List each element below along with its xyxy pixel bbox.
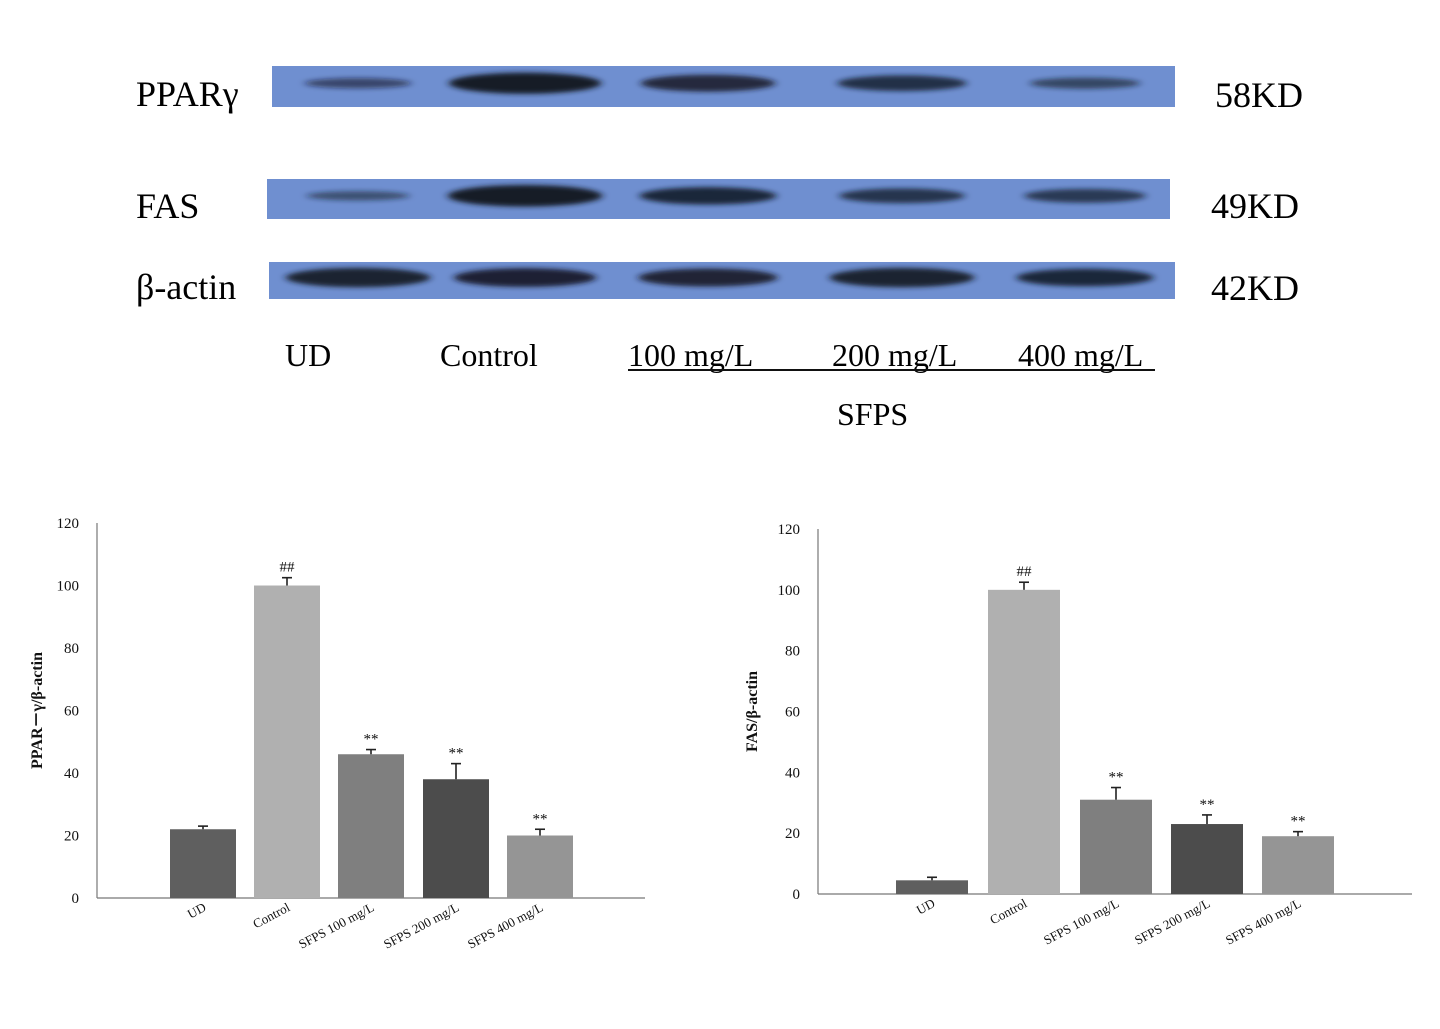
category-label-sfps-400: SFPS 400 mg/L [465,899,545,951]
bar-control [988,589,1060,894]
y-tick-label: 100 [57,579,80,595]
error-bar-sfps-400 [535,828,545,836]
error-bar-sfps-200 [451,762,461,780]
blot-band-fas-4 [839,188,965,204]
blot-bands-fas [306,184,1146,207]
blot-band-fas-3 [639,187,777,205]
fas-bar-chart: 0 20 40 60 80 100 120 FAS/β-actin UD ## Control ** S… [744,522,1412,948]
blot-row-size-actin: 42KD [1211,268,1299,308]
blot-bands-ppar [304,72,1141,94]
blot-row-label-ppar: PPARγ [136,74,239,114]
category-label-sfps-100: SFPS 100 mg/L [1041,895,1121,947]
blot-band-ppar-4 [837,75,967,92]
blot-lane-labels: UD Control 100 mg/L 200 mg/L 400 mg/L [285,337,1143,373]
significance-marker-sfps-400: ** [1291,814,1306,830]
bar-sfps-100 [338,754,404,898]
y-tick-label: 60 [785,705,800,721]
category-label-sfps-200: SFPS 200 mg/L [1132,895,1212,947]
y-tick-label: 20 [64,829,79,845]
blot-band-ppar-2 [448,72,602,94]
sfps-group-label: SFPS [837,396,908,432]
y-tick-label: 100 [778,583,801,599]
category-label-sfps-100: SFPS 100 mg/L [296,899,376,951]
significance-marker-control: ## [1017,564,1033,580]
significance-marker-control: ## [280,560,296,576]
significance-marker-sfps-200: ** [1200,797,1215,813]
blot-band-actin-5 [1016,268,1154,287]
y-tick-label: 120 [57,516,80,532]
blot-band-actin-1 [285,267,431,288]
blot-row-size-ppar: 58KD [1215,75,1303,115]
error-bar-control [282,576,292,586]
error-bar-sfps-100 [1111,786,1121,800]
blot-band-ppar-1 [304,78,412,89]
y-tick-label: 80 [64,641,79,657]
lane-label-ud: UD [285,337,331,373]
category-label-sfps-200: SFPS 200 mg/L [381,899,461,951]
category-label-control: Control [987,895,1029,927]
y-axis-label: FAS/β-actin [744,671,761,752]
lane-label-100: 100 mg/L [628,337,753,373]
category-label-ud: UD [185,899,209,921]
y-tick-label: 120 [778,522,801,538]
blot-band-fas-1 [306,191,410,201]
y-tick-label: 0 [793,887,801,903]
blot-band-ppar-3 [640,74,776,92]
bar-sfps-100 [1080,799,1152,894]
significance-marker-sfps-100: ** [1109,770,1124,786]
significance-marker-sfps-200: ** [449,746,464,762]
y-tick-label: 40 [785,765,800,781]
error-bar-sfps-100 [366,748,376,755]
y-tick-label: 0 [72,891,80,907]
lane-label-control: Control [440,337,538,373]
blot-band-actin-3 [638,268,778,287]
error-bar-control [1019,581,1029,590]
bar-sfps-200 [1171,824,1243,894]
blot-row-label-fas: FAS [136,186,199,226]
bar-ud [896,880,968,894]
y-tick-label: 40 [64,766,79,782]
blot-band-fas-2 [447,184,603,207]
error-bar-sfps-400 [1293,830,1303,837]
category-label-sfps-400: SFPS 400 mg/L [1223,895,1303,947]
category-label-ud: UD [914,895,938,917]
y-tick-label: 20 [785,826,800,842]
blot-band-actin-4 [829,267,975,288]
y-tick-label: 60 [64,704,79,720]
y-tick-label: 80 [785,644,800,660]
lane-label-200: 200 mg/L [832,337,957,373]
blot-row-label-actin: β-actin [136,267,236,307]
blot-bands-actin [285,267,1154,288]
category-label-control: Control [250,899,292,931]
blot-band-fas-5 [1024,188,1146,203]
lane-label-400: 400 mg/L [1018,337,1143,373]
error-bar-ud [198,825,208,830]
error-bar-ud [927,876,937,881]
bar-control [254,585,320,898]
blot-band-ppar-5 [1029,77,1141,89]
western-blot-panel: PPARγ 58KD FAS 49KD β-actin 42KD UD Cont… [136,66,1303,432]
bar-sfps-400 [1262,836,1334,894]
blot-row-actin: β-actin 42KD [136,262,1299,308]
blot-band-actin-2 [453,268,597,287]
blot-row-size-fas: 49KD [1211,186,1299,226]
bar-sfps-200 [423,779,489,898]
y-axis-label: PPAR－γ/β-actin [29,652,46,769]
blot-row-fas: FAS 49KD [136,179,1299,226]
bar-ud [170,829,236,898]
error-bar-sfps-200 [1202,814,1212,825]
significance-marker-sfps-100: ** [364,732,379,748]
ppar-gamma-bar-chart: 0 20 40 60 80 100 120 PPAR－γ/β-actin UD ## Control… [29,516,645,952]
blot-row-ppar: PPARγ 58KD [136,66,1303,115]
significance-marker-sfps-400: ** [533,811,548,827]
bar-sfps-400 [507,835,573,898]
